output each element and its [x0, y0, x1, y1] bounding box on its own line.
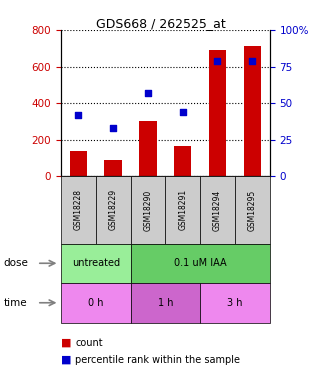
- Text: dose: dose: [3, 258, 28, 268]
- Point: [215, 58, 220, 64]
- Bar: [244, 46, 261, 176]
- Text: percentile rank within the sample: percentile rank within the sample: [75, 355, 240, 365]
- Text: 3 h: 3 h: [227, 298, 243, 308]
- Text: GSM18294: GSM18294: [213, 189, 222, 231]
- Point: [76, 112, 81, 118]
- Bar: [70, 151, 87, 176]
- Point: [250, 58, 255, 64]
- Bar: [104, 160, 122, 176]
- Text: GSM18295: GSM18295: [248, 189, 257, 231]
- Text: 0.1 uM IAA: 0.1 uM IAA: [174, 258, 226, 268]
- Text: GSM18229: GSM18229: [108, 189, 118, 231]
- Text: 0 h: 0 h: [88, 298, 103, 308]
- Text: GSM18291: GSM18291: [178, 189, 187, 231]
- Bar: [209, 50, 226, 176]
- Text: ■: ■: [61, 355, 72, 365]
- Text: ■: ■: [61, 338, 72, 348]
- Bar: [174, 146, 191, 176]
- Text: 1 h: 1 h: [158, 298, 173, 308]
- Text: count: count: [75, 338, 103, 348]
- Point: [145, 90, 151, 96]
- Point: [180, 109, 185, 115]
- Bar: [139, 122, 157, 176]
- Text: untreated: untreated: [72, 258, 120, 268]
- Text: GDS668 / 262525_at: GDS668 / 262525_at: [96, 17, 225, 30]
- Text: GSM18228: GSM18228: [74, 189, 83, 230]
- Point: [110, 125, 116, 131]
- Text: time: time: [3, 298, 27, 308]
- Text: GSM18290: GSM18290: [143, 189, 152, 231]
